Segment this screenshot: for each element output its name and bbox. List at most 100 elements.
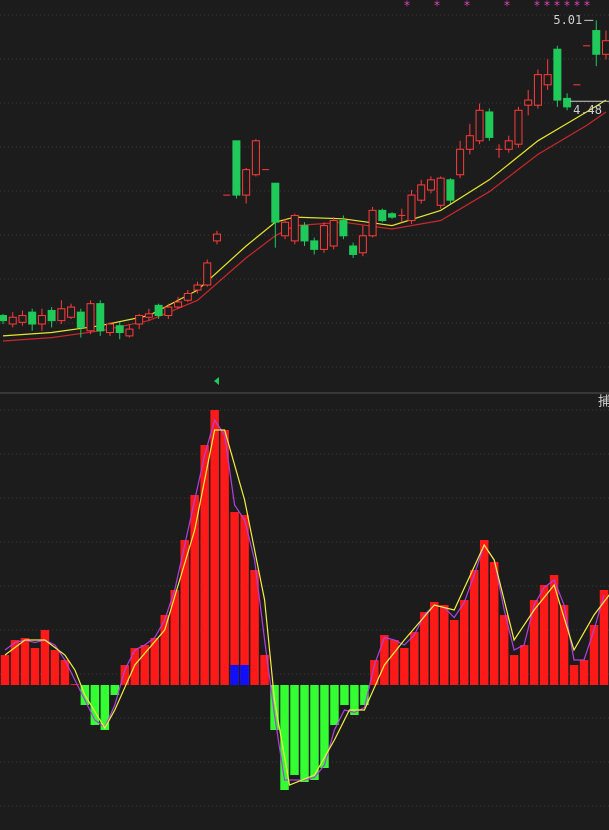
histogram-bar bbox=[100, 685, 110, 730]
price-label: 5.01 bbox=[553, 13, 582, 27]
histogram-bar bbox=[519, 645, 529, 685]
indicator-label: 捕 bbox=[598, 394, 609, 410]
candle-body bbox=[388, 213, 397, 218]
histogram-bar bbox=[200, 445, 209, 685]
candle-body bbox=[504, 140, 513, 150]
candle-body bbox=[446, 179, 455, 201]
histogram-bar bbox=[240, 515, 249, 685]
histogram-bar bbox=[440, 605, 449, 685]
candle-body bbox=[242, 169, 251, 196]
histogram-bar bbox=[150, 638, 159, 685]
histogram-bar bbox=[579, 660, 589, 685]
histogram-bar bbox=[559, 605, 569, 685]
histogram-bar bbox=[549, 575, 559, 685]
candle-body bbox=[417, 184, 426, 201]
candle-body bbox=[300, 225, 309, 242]
histogram-bar bbox=[230, 512, 239, 685]
price-label: 4.48 bbox=[573, 103, 602, 117]
histogram-bar bbox=[180, 540, 189, 685]
histogram-bar bbox=[160, 615, 169, 685]
histogram-bar bbox=[140, 645, 150, 685]
histogram-bar bbox=[370, 660, 379, 685]
candle-body bbox=[76, 311, 85, 328]
histogram-bar bbox=[400, 648, 409, 685]
candle-body bbox=[465, 135, 474, 150]
histogram-bar bbox=[589, 625, 599, 685]
histogram-bar bbox=[310, 685, 319, 780]
candle-body bbox=[115, 325, 124, 334]
candle-body bbox=[8, 316, 17, 325]
histogram-bar bbox=[110, 685, 120, 695]
candle-body bbox=[57, 308, 66, 322]
histogram-bar bbox=[430, 602, 439, 685]
histogram-bar bbox=[170, 590, 179, 685]
histogram-bar bbox=[360, 685, 369, 705]
histogram-bar bbox=[270, 685, 279, 730]
candle-body bbox=[436, 177, 445, 206]
histogram-bar bbox=[350, 685, 359, 715]
histogram-bar bbox=[529, 600, 539, 685]
candle-body bbox=[368, 209, 377, 237]
histogram-bar bbox=[489, 562, 499, 685]
histogram-bar bbox=[300, 685, 309, 782]
histogram-bar bbox=[469, 570, 479, 685]
histogram-bar bbox=[599, 590, 609, 685]
candle-body bbox=[18, 315, 27, 323]
histogram-bar bbox=[50, 650, 60, 685]
candle-body bbox=[183, 292, 192, 301]
histogram-bar bbox=[210, 410, 219, 685]
histogram-bar bbox=[20, 638, 30, 685]
star: * bbox=[583, 0, 590, 13]
candle-body bbox=[339, 220, 348, 237]
candle-body bbox=[0, 315, 8, 322]
candle-body bbox=[563, 97, 572, 108]
histogram-bar bbox=[250, 570, 259, 685]
candle-body bbox=[164, 306, 173, 317]
histogram-bar bbox=[390, 640, 399, 685]
histogram-bar bbox=[280, 685, 289, 790]
candle-body bbox=[290, 214, 299, 242]
candle-body bbox=[86, 303, 95, 332]
star: * bbox=[503, 0, 510, 13]
candle-body bbox=[105, 323, 114, 333]
candle-body bbox=[174, 301, 183, 308]
histogram-bar bbox=[569, 665, 579, 685]
star: * bbox=[533, 0, 540, 13]
star: * bbox=[553, 0, 560, 13]
histogram-bar bbox=[190, 495, 199, 685]
candle-body bbox=[193, 284, 202, 291]
candle-body bbox=[407, 194, 416, 222]
candle-body bbox=[154, 304, 163, 317]
histogram-bar bbox=[479, 540, 489, 685]
histogram-bar bbox=[240, 665, 249, 685]
star: * bbox=[543, 0, 550, 13]
star: * bbox=[563, 0, 570, 13]
histogram-bar bbox=[330, 685, 339, 725]
candle-body bbox=[271, 182, 280, 223]
candle-body bbox=[47, 309, 56, 322]
candle-body bbox=[144, 313, 153, 318]
histogram-bar bbox=[40, 630, 50, 685]
star: * bbox=[433, 0, 440, 13]
histogram-bar bbox=[120, 665, 130, 685]
candle-body bbox=[543, 74, 552, 86]
histogram-bar bbox=[10, 640, 20, 685]
histogram-bar bbox=[290, 685, 299, 775]
histogram-bar bbox=[0, 655, 10, 685]
star: * bbox=[403, 0, 410, 13]
candle-body bbox=[281, 221, 290, 237]
histogram-bar bbox=[459, 600, 469, 685]
histogram-bar bbox=[320, 685, 329, 768]
candle-body bbox=[135, 315, 144, 325]
candle-body bbox=[485, 111, 494, 138]
candle-body bbox=[203, 262, 212, 286]
histogram-bar bbox=[260, 655, 269, 685]
signal-stars: * * * * * * * * * * bbox=[403, 0, 590, 13]
candle-body bbox=[514, 109, 523, 145]
histogram-bar bbox=[410, 632, 419, 685]
histogram-bar bbox=[539, 585, 549, 685]
candle-body bbox=[212, 233, 221, 242]
histogram-bar bbox=[90, 685, 100, 725]
